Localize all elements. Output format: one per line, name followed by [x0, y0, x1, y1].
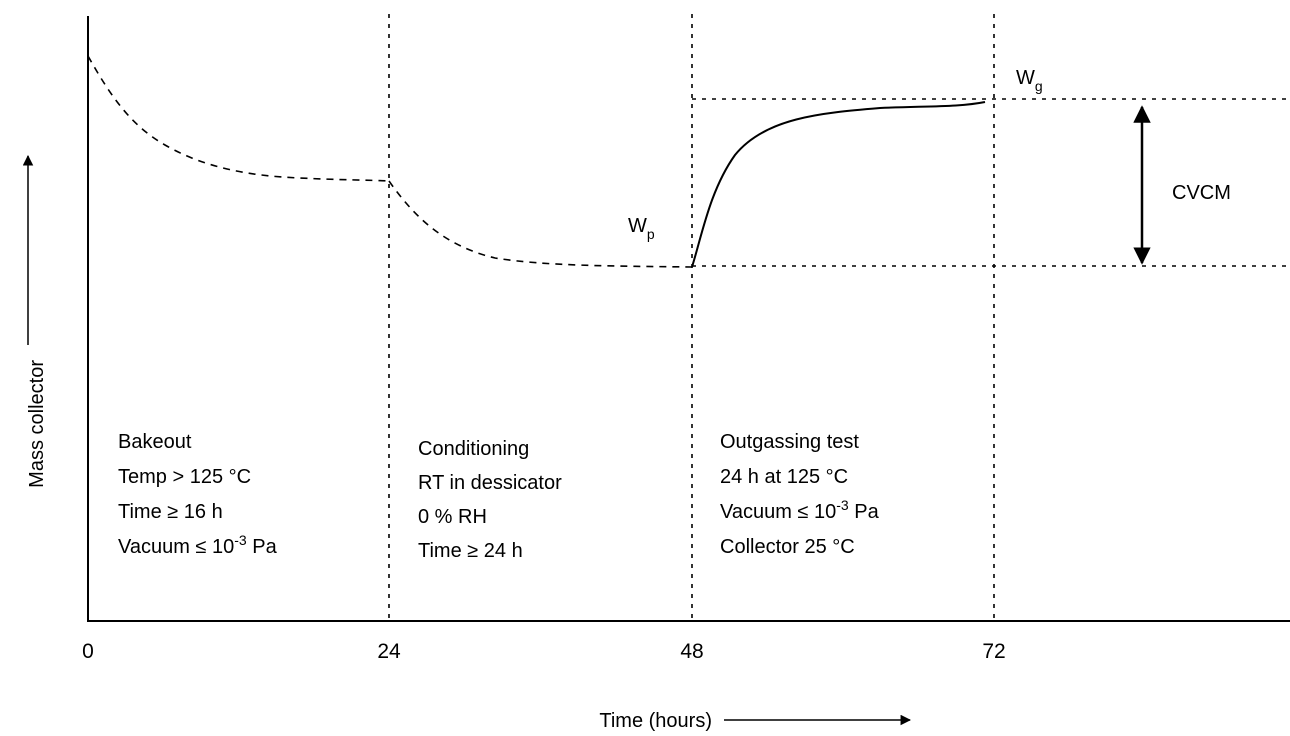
wp-label: Wp: [628, 215, 655, 242]
x-tick-label-48: 48: [680, 640, 703, 663]
x-tick-label-0: 0: [82, 640, 94, 663]
phase-bakeout-vacuum: Vacuum ≤ 10-3 Pa: [118, 532, 278, 558]
phase-outgassing-vacuum: Vacuum ≤ 10-3 Pa: [720, 497, 880, 523]
x-axis-label: Time (hours): [599, 710, 712, 732]
outgassing-curve: [691, 101, 986, 268]
phase-conditioning-title: Conditioning: [418, 438, 529, 460]
x-tick-label-24: 24: [377, 640, 401, 663]
phase-bakeout-text: Bakeout Temp > 125 °C Time ≥ 16 h Vacuum…: [118, 431, 278, 558]
phase-conditioning-humidity: 0 % RH: [418, 506, 487, 528]
phase-bakeout-temp: Temp > 125 °C: [118, 466, 251, 488]
phase-conditioning-time: Time ≥ 24 h: [418, 540, 523, 562]
phase-outgassing-temp: 24 h at 125 °C: [720, 466, 848, 488]
phase-outgassing-title: Outgassing test: [720, 431, 859, 453]
phase-bakeout-title: Bakeout: [118, 431, 192, 453]
conditioning-curve: [388, 180, 693, 268]
phase-bakeout-time: Time ≥ 16 h: [118, 501, 223, 523]
cvcm-label: CVCM: [1172, 182, 1231, 204]
phase-conditioning-text: Conditioning RT in dessicator 0 % RH Tim…: [418, 438, 562, 562]
bakeout-curve: [87, 55, 390, 182]
phase-outgassing-text: Outgassing test 24 h at 125 °C Vacuum ≤ …: [720, 431, 880, 558]
y-axis-label: Mass collector: [26, 360, 48, 488]
phase-outgassing-collector: Collector 25 °C: [720, 536, 855, 558]
phase-conditioning-location: RT in dessicator: [418, 472, 562, 494]
wg-label: Wg: [1016, 67, 1043, 94]
x-tick-label-72: 72: [982, 640, 1005, 663]
